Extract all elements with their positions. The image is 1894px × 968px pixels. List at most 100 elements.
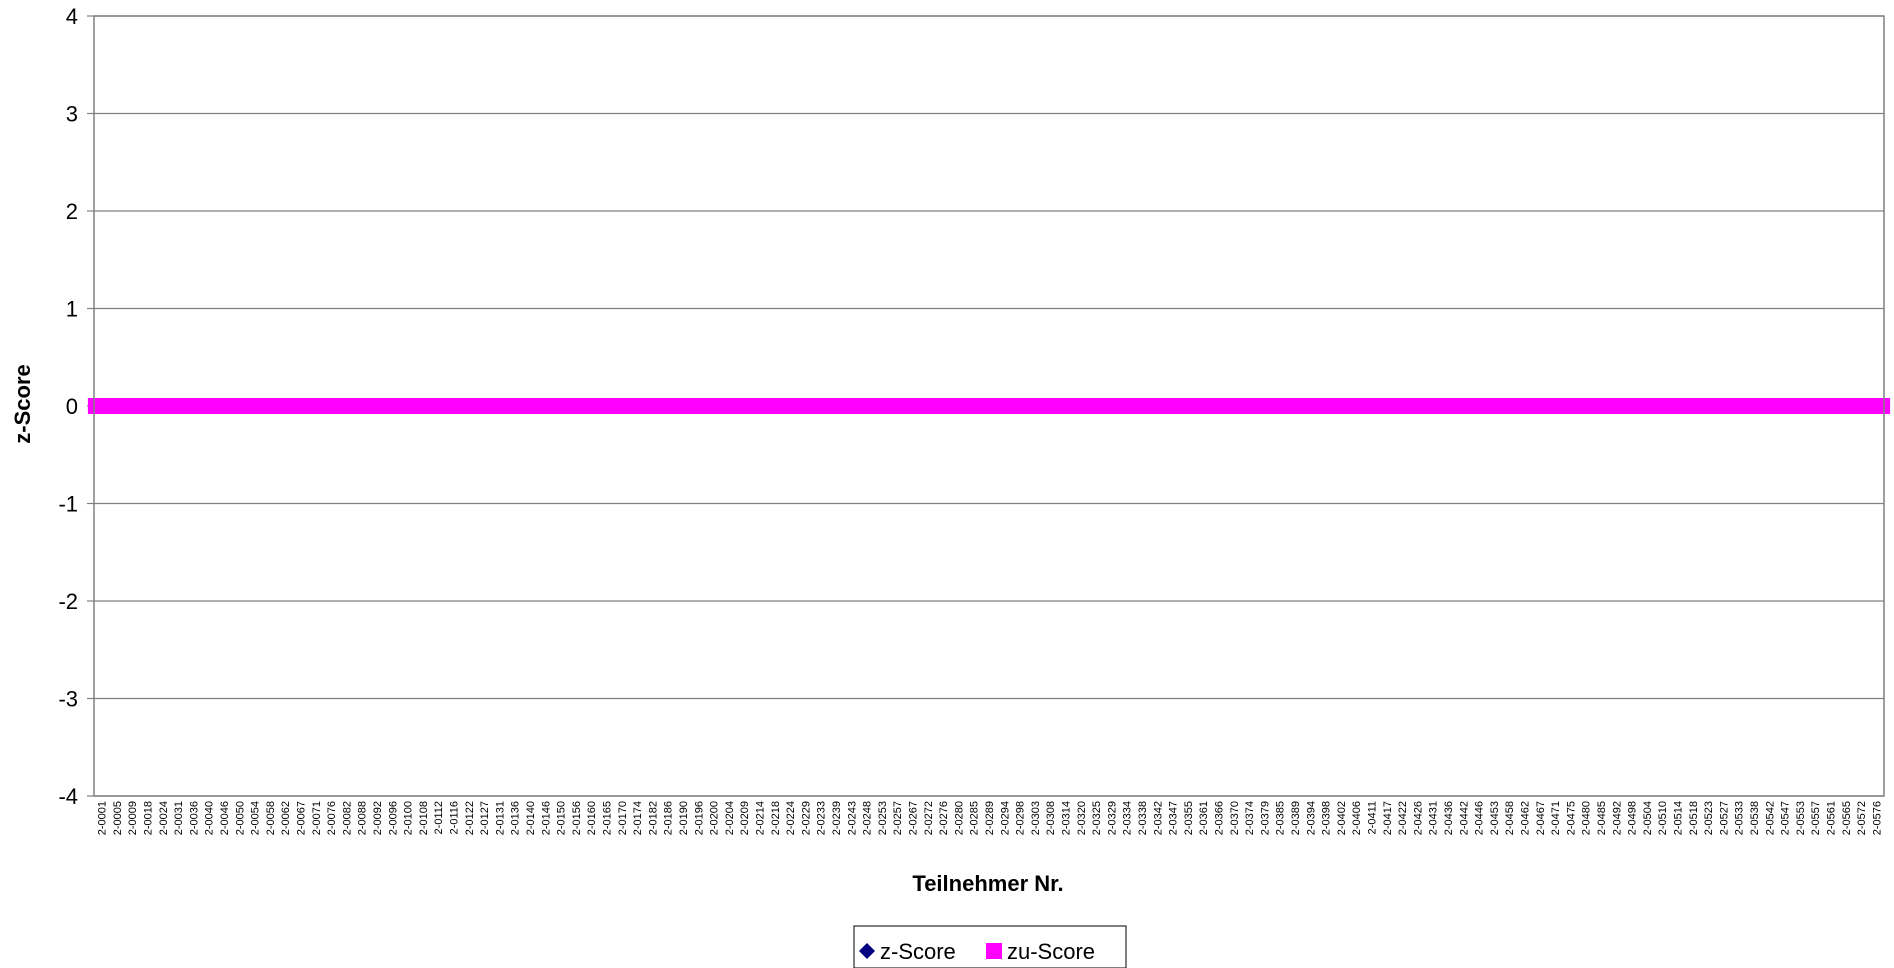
x-tick-label: 2-0160 xyxy=(586,801,598,835)
x-tick-label: 2-0031 xyxy=(173,801,185,835)
y-axis-title: z-Score xyxy=(10,364,35,443)
x-tick-label: 2-0325 xyxy=(1091,801,1103,835)
x-tick-label: 2-0127 xyxy=(479,801,491,835)
x-tick-label: 2-0112 xyxy=(433,801,445,834)
x-tick-label: 2-0389 xyxy=(1290,801,1302,835)
x-tick-label: 2-0355 xyxy=(1183,801,1195,835)
x-tick-label: 2-0475 xyxy=(1565,801,1577,835)
y-tick-label: -4 xyxy=(58,784,78,809)
x-tick-label: 2-0422 xyxy=(1397,801,1409,835)
x-tick-label: 2-0334 xyxy=(1122,801,1134,835)
x-tick-label: 2-0406 xyxy=(1351,801,1363,835)
x-tick-label: 2-0289 xyxy=(984,801,996,835)
x-tick-label: 2-0174 xyxy=(632,801,644,835)
x-tick-label: 2-0402 xyxy=(1336,801,1348,835)
x-tick-label: 2-0329 xyxy=(1106,801,1118,835)
x-tick-label: 2-0253 xyxy=(877,801,889,835)
x-tick-label: 2-0182 xyxy=(647,801,659,835)
y-tick-label: -1 xyxy=(58,492,78,517)
x-tick-label: 2-0370 xyxy=(1229,801,1241,835)
x-tick-label: 2-0071 xyxy=(311,801,323,835)
x-tick-label: 2-0005 xyxy=(112,801,124,835)
x-tick-label: 2-0480 xyxy=(1581,801,1593,835)
x-tick-label: 2-0285 xyxy=(969,801,981,835)
x-axis-title: Teilnehmer Nr. xyxy=(912,871,1063,896)
x-tick-label: 2-0308 xyxy=(1045,801,1057,835)
x-tick-label: 2-0411 xyxy=(1367,801,1379,834)
x-tick-label: 2-0165 xyxy=(602,801,614,835)
legend-label-z-score: z-Score xyxy=(880,939,956,964)
x-tick-label: 2-0538 xyxy=(1749,801,1761,835)
x-tick-label: 2-0361 xyxy=(1198,801,1210,835)
y-tick-label: 0 xyxy=(66,394,78,419)
x-tick-label: 2-0229 xyxy=(800,801,812,835)
data-point-zu-score xyxy=(1874,398,1891,414)
x-tick-label: 2-0140 xyxy=(525,801,537,835)
x-tick-label: 2-0131 xyxy=(494,801,506,835)
x-tick-label: 2-0058 xyxy=(265,801,277,835)
x-tick-label: 2-0276 xyxy=(938,801,950,835)
legend-marker-z-score xyxy=(859,943,875,959)
x-tick-label: 2-0453 xyxy=(1489,801,1501,835)
x-tick-label: 2-0046 xyxy=(219,801,231,835)
x-tick-label: 2-0096 xyxy=(387,801,399,835)
x-tick-label: 2-0054 xyxy=(250,801,262,835)
x-tick-label: 2-0342 xyxy=(1152,801,1164,835)
x-tick-label: 2-0572 xyxy=(1856,801,1868,835)
x-tick-label: 2-0122 xyxy=(464,801,476,835)
x-tick-label: 2-0067 xyxy=(296,801,308,835)
x-tick-label: 2-0561 xyxy=(1826,801,1838,835)
x-tick-label: 2-0542 xyxy=(1764,801,1776,835)
x-tick-label: 2-0108 xyxy=(418,801,430,835)
x-tick-label: 2-0248 xyxy=(862,801,874,835)
x-tick-label: 2-0398 xyxy=(1321,801,1333,835)
x-tick-label: 2-0385 xyxy=(1275,801,1287,835)
legend-marker-zu-score xyxy=(986,943,1002,959)
x-tick-label: 2-0150 xyxy=(556,801,568,835)
x-tick-label: 2-0186 xyxy=(663,801,675,835)
x-tick-label: 2-0294 xyxy=(999,801,1011,835)
x-tick-label: 2-0024 xyxy=(158,801,170,835)
x-tick-label: 2-0298 xyxy=(1015,801,1027,835)
x-tick-label: 2-0527 xyxy=(1718,801,1730,835)
x-tick-label: 2-0224 xyxy=(785,801,797,835)
x-tick-label: 2-0394 xyxy=(1305,801,1317,835)
x-tick-label: 2-0565 xyxy=(1841,801,1853,835)
y-tick-label: 3 xyxy=(66,102,78,127)
x-tick-label: 2-0088 xyxy=(357,801,369,835)
x-tick-label: 2-0467 xyxy=(1535,801,1547,835)
x-tick-label: 2-0446 xyxy=(1474,801,1486,835)
x-tick-label: 2-0116 xyxy=(449,801,461,834)
x-tick-label: 2-0257 xyxy=(892,801,904,835)
series-layer xyxy=(87,398,1891,414)
series-zu-score xyxy=(87,398,1891,414)
x-tick-label: 2-0196 xyxy=(693,801,705,835)
x-tick-label: 2-0267 xyxy=(908,801,920,835)
x-tick-label: 2-0082 xyxy=(341,801,353,835)
x-tick-label: 2-0190 xyxy=(678,801,690,835)
x-tick-label: 2-0458 xyxy=(1504,801,1516,835)
plot-area-frame xyxy=(93,15,1885,797)
x-tick-label: 2-0209 xyxy=(739,801,751,835)
x-axis-ticks: 2-0001 2-0005 2-0009 2-0018 2-0024 2-0031 2-00… xyxy=(97,801,1884,835)
legend: z-Score zu-Score xyxy=(853,925,1127,968)
x-tick-label: 2-0040 xyxy=(204,801,216,835)
x-tick-label: 2-0417 xyxy=(1382,801,1394,835)
x-tick-label: 2-0485 xyxy=(1596,801,1608,835)
x-tick-label: 2-0204 xyxy=(724,801,736,835)
x-tick-label: 2-0136 xyxy=(510,801,522,835)
x-tick-label: 2-0547 xyxy=(1780,801,1792,835)
x-tick-label: 2-0036 xyxy=(188,801,200,835)
x-tick-label: 2-0523 xyxy=(1703,801,1715,835)
x-tick-label: 2-0576 xyxy=(1871,801,1883,835)
x-tick-label: 2-0442 xyxy=(1458,801,1470,835)
x-tick-label: 2-0514 xyxy=(1673,801,1685,835)
x-tick-label: 2-0001 xyxy=(97,801,109,835)
x-tick-label: 2-0062 xyxy=(280,801,292,835)
x-tick-label: 2-0314 xyxy=(1061,801,1073,835)
x-tick-label: 2-0233 xyxy=(816,801,828,835)
x-tick-label: 2-0338 xyxy=(1137,801,1149,835)
y-tick-label: 4 xyxy=(66,4,78,29)
x-tick-label: 2-0492 xyxy=(1611,801,1623,835)
